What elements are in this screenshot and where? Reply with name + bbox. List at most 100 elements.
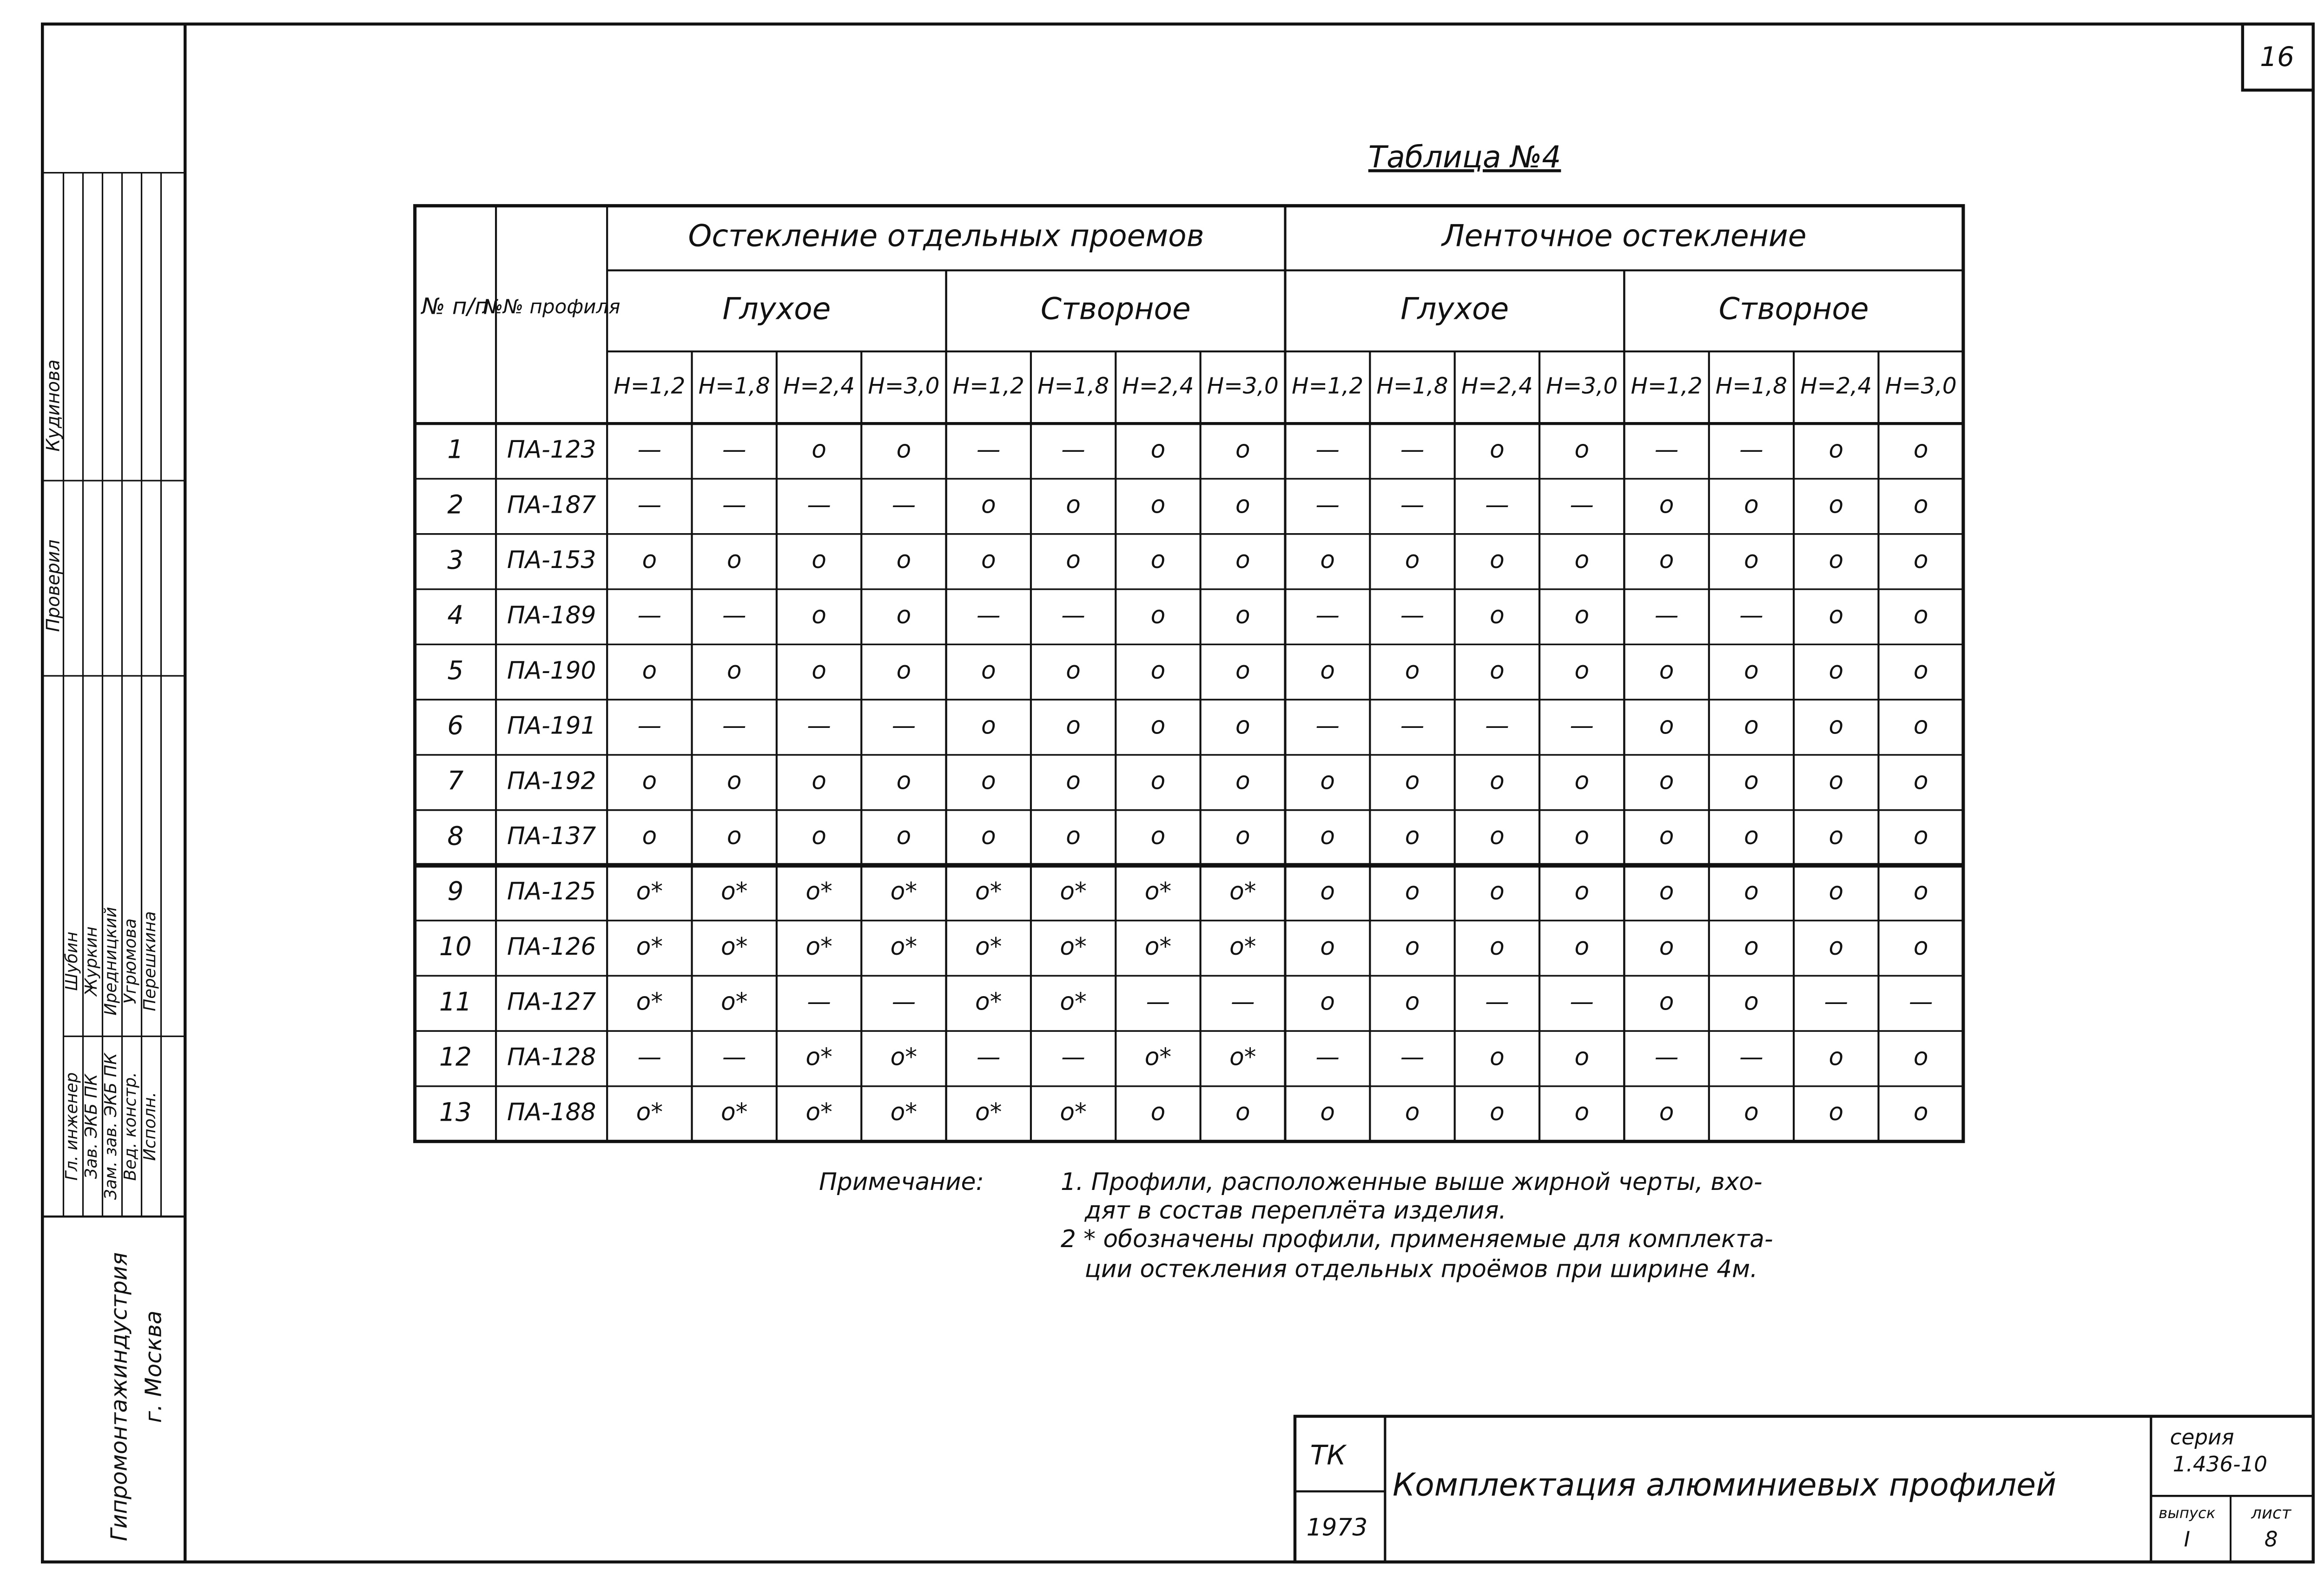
cell: о — [1490, 657, 1505, 685]
cell: о* — [721, 988, 747, 1016]
cell: — — [638, 1043, 662, 1071]
cell: о — [1151, 712, 1166, 740]
cell: о* — [1145, 1043, 1171, 1071]
cell: о — [1574, 436, 1589, 464]
cell: — — [1909, 988, 1933, 1016]
cell: о — [1490, 767, 1505, 795]
cell: о — [1490, 1098, 1505, 1126]
cell: о — [1405, 657, 1420, 685]
cell: о — [1659, 767, 1674, 795]
cell: — — [807, 988, 831, 1016]
cell: — — [1061, 601, 1085, 629]
row-profile: ПА-187 — [507, 491, 596, 519]
note-line: ции остекления отдельных проёмов при шир… — [1085, 1255, 1758, 1283]
cell: о — [642, 767, 657, 795]
height-header: Н=3,0 — [868, 373, 939, 399]
height-header: Н=2,4 — [1461, 373, 1533, 399]
cell: о — [642, 657, 657, 685]
cell: о* — [891, 933, 917, 961]
cell: о — [1829, 1098, 1844, 1126]
sheet-label: лист — [2251, 1504, 2291, 1523]
cell: о — [1151, 546, 1166, 574]
table-title: Таблица №4 — [1368, 140, 1561, 175]
cell: о — [1659, 878, 1674, 905]
cell: — — [722, 712, 746, 740]
cell: о — [1914, 933, 1928, 961]
stamp-name: Угрюмова — [121, 918, 140, 1004]
cell: о — [1659, 657, 1674, 685]
cell: — — [722, 491, 746, 519]
row-profile: ПА-190 — [507, 657, 596, 685]
cell: о — [642, 546, 657, 574]
cell: о* — [1229, 878, 1256, 905]
cell: о — [1829, 436, 1844, 464]
group-header: Ленточное остекление — [1441, 219, 1806, 254]
notes-label: Примечание: — [819, 1168, 984, 1196]
cell: — — [722, 436, 746, 464]
cell: — — [807, 491, 831, 519]
cell: — — [892, 712, 916, 740]
cell: о — [1151, 1098, 1166, 1126]
cell: о* — [1060, 933, 1086, 961]
cell: о* — [636, 933, 663, 961]
cell: о — [1490, 933, 1505, 961]
cell: о — [1235, 712, 1250, 740]
cell: о — [1320, 546, 1335, 574]
cell: о — [1320, 988, 1335, 1016]
cell: о — [1574, 933, 1589, 961]
cell: о — [1066, 767, 1081, 795]
stamp-role: Зам. зав. ЭКБ ПК — [101, 1052, 120, 1200]
cell: — — [1824, 988, 1849, 1016]
cell: о — [1320, 933, 1335, 961]
cell: о — [812, 436, 826, 464]
cell: о — [897, 436, 911, 464]
height-header: Н=1,2 — [1631, 373, 1703, 399]
row-num: 10 — [439, 931, 472, 961]
cell: о* — [805, 1098, 832, 1126]
title-text: Комплектация алюминиевых профилей — [1393, 1466, 2056, 1503]
cell: о — [1914, 601, 1928, 629]
cell: о — [981, 546, 996, 574]
row-num: 1 — [447, 435, 463, 464]
subgroup-header: Створное — [1041, 291, 1191, 326]
cell: о — [981, 491, 996, 519]
cell: о — [1829, 1043, 1844, 1071]
cell: о — [897, 657, 911, 685]
cell: о — [1490, 878, 1505, 905]
cell: о* — [1060, 878, 1086, 905]
cell: о — [727, 822, 742, 850]
cell: — — [1570, 712, 1594, 740]
cell: о — [1235, 601, 1250, 629]
row-profile: ПА-126 — [507, 933, 596, 961]
cell: о — [727, 546, 742, 574]
cell: о — [1914, 712, 1928, 740]
cell: о — [1490, 546, 1505, 574]
cell: о — [981, 767, 996, 795]
cell: о* — [891, 1043, 917, 1071]
height-header: Н=1,8 — [1377, 373, 1448, 399]
sheet: 8 — [2265, 1527, 2278, 1552]
subgroup-header: Глухое — [1400, 291, 1509, 326]
row-num: 5 — [447, 655, 463, 685]
cell: о — [1829, 767, 1844, 795]
cell: о — [1066, 491, 1081, 519]
cell: о* — [1229, 933, 1256, 961]
cell: о* — [636, 878, 663, 905]
cell: о — [1574, 1098, 1589, 1126]
cell: о — [897, 822, 911, 850]
series: 1.436-10 — [2173, 1452, 2267, 1477]
height-header: Н=2,4 — [783, 373, 855, 399]
row-num: 4 — [447, 600, 463, 630]
row-profile: ПА-128 — [507, 1043, 596, 1071]
cell: о* — [975, 878, 1002, 905]
cell: — — [1485, 988, 1509, 1016]
row-num: 3 — [447, 545, 463, 575]
row-num: 6 — [447, 711, 463, 740]
cell: о* — [975, 933, 1002, 961]
cell: о — [812, 657, 826, 685]
cell: — — [1655, 1043, 1679, 1071]
cell: — — [722, 601, 746, 629]
stamp-organization: Гипромонтажиндустрия — [106, 1252, 132, 1541]
cell: — — [1315, 436, 1340, 464]
